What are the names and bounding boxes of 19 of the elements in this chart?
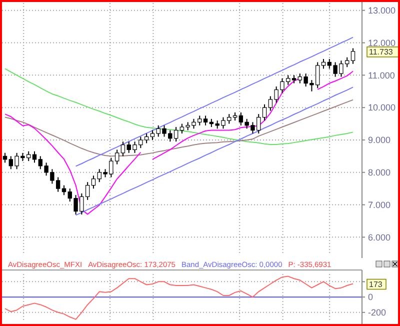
line-series xyxy=(4,68,354,146)
y-tick-label: 7.000 xyxy=(368,200,391,210)
text: 173 xyxy=(369,280,383,290)
candlestick xyxy=(350,48,356,64)
y-tick-label: 0 xyxy=(368,292,374,302)
y-tick-label: 13.000 xyxy=(368,6,396,16)
line-series xyxy=(4,276,354,320)
candlestick xyxy=(321,58,326,70)
y-tick-label: -200 xyxy=(368,308,386,318)
y-tick-label: 10.000 xyxy=(368,102,396,113)
candlestick xyxy=(32,150,37,164)
line-series xyxy=(75,36,354,167)
y-tick-label: 6.000 xyxy=(368,232,391,242)
line-series xyxy=(75,86,354,216)
y-tick-label: 12.000 xyxy=(368,38,396,48)
y-tick-label: 8.000 xyxy=(368,168,391,178)
y-tick-label: 11.000 xyxy=(368,70,395,80)
text: 11.733 xyxy=(369,48,394,57)
y-tick-label: 9.000 xyxy=(368,135,391,146)
